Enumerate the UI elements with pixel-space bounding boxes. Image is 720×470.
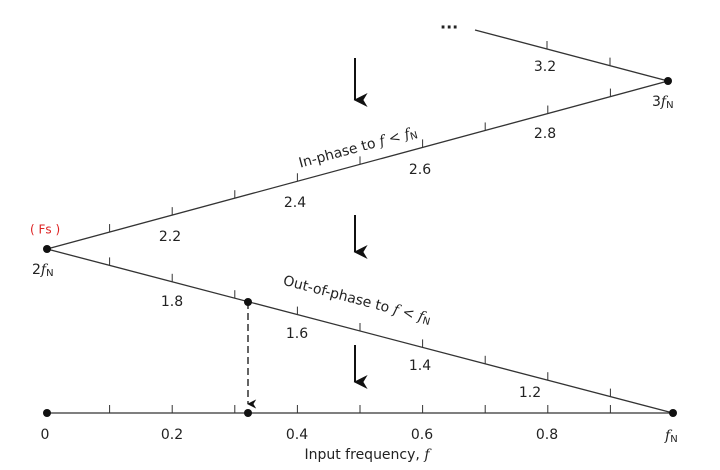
point bbox=[43, 245, 51, 253]
point bbox=[43, 409, 51, 417]
tick-label: 2.4 bbox=[284, 195, 306, 211]
point bbox=[669, 409, 677, 417]
upper-line bbox=[474, 29, 669, 82]
point bbox=[244, 298, 252, 306]
x-title: Input frequency, f bbox=[304, 447, 432, 463]
three-fn-label: 3fN bbox=[652, 94, 674, 111]
tick-label: 1.8 bbox=[161, 294, 183, 310]
tick-label: 2.2 bbox=[159, 229, 181, 245]
tick-label: 0.2 bbox=[161, 427, 183, 443]
point bbox=[244, 409, 252, 417]
lines bbox=[46, 29, 674, 414]
tick-label: 1.6 bbox=[286, 326, 308, 342]
tick-label: 1.4 bbox=[409, 358, 431, 374]
fn-label: fN bbox=[664, 428, 678, 445]
points bbox=[43, 77, 677, 417]
tick-label: 2.8 bbox=[534, 126, 556, 142]
two-fn-label: 2fN bbox=[32, 262, 54, 279]
tick-label: 0.6 bbox=[411, 427, 433, 443]
out-phase-label: Out-of-phase to f < fN bbox=[281, 273, 433, 328]
tick-label: 0.4 bbox=[286, 427, 308, 443]
tick-label: 0 bbox=[41, 427, 50, 443]
tick-label: 3.2 bbox=[534, 59, 556, 75]
tick-label: 1.2 bbox=[519, 385, 541, 401]
point bbox=[664, 77, 672, 85]
ascending-line bbox=[46, 80, 669, 250]
dots: ... bbox=[440, 14, 458, 33]
ticks bbox=[109, 41, 611, 413]
tick-label: 0.8 bbox=[536, 427, 558, 443]
tick-label: 2.6 bbox=[409, 162, 431, 178]
fs-label: ( Fs ) bbox=[30, 223, 60, 237]
